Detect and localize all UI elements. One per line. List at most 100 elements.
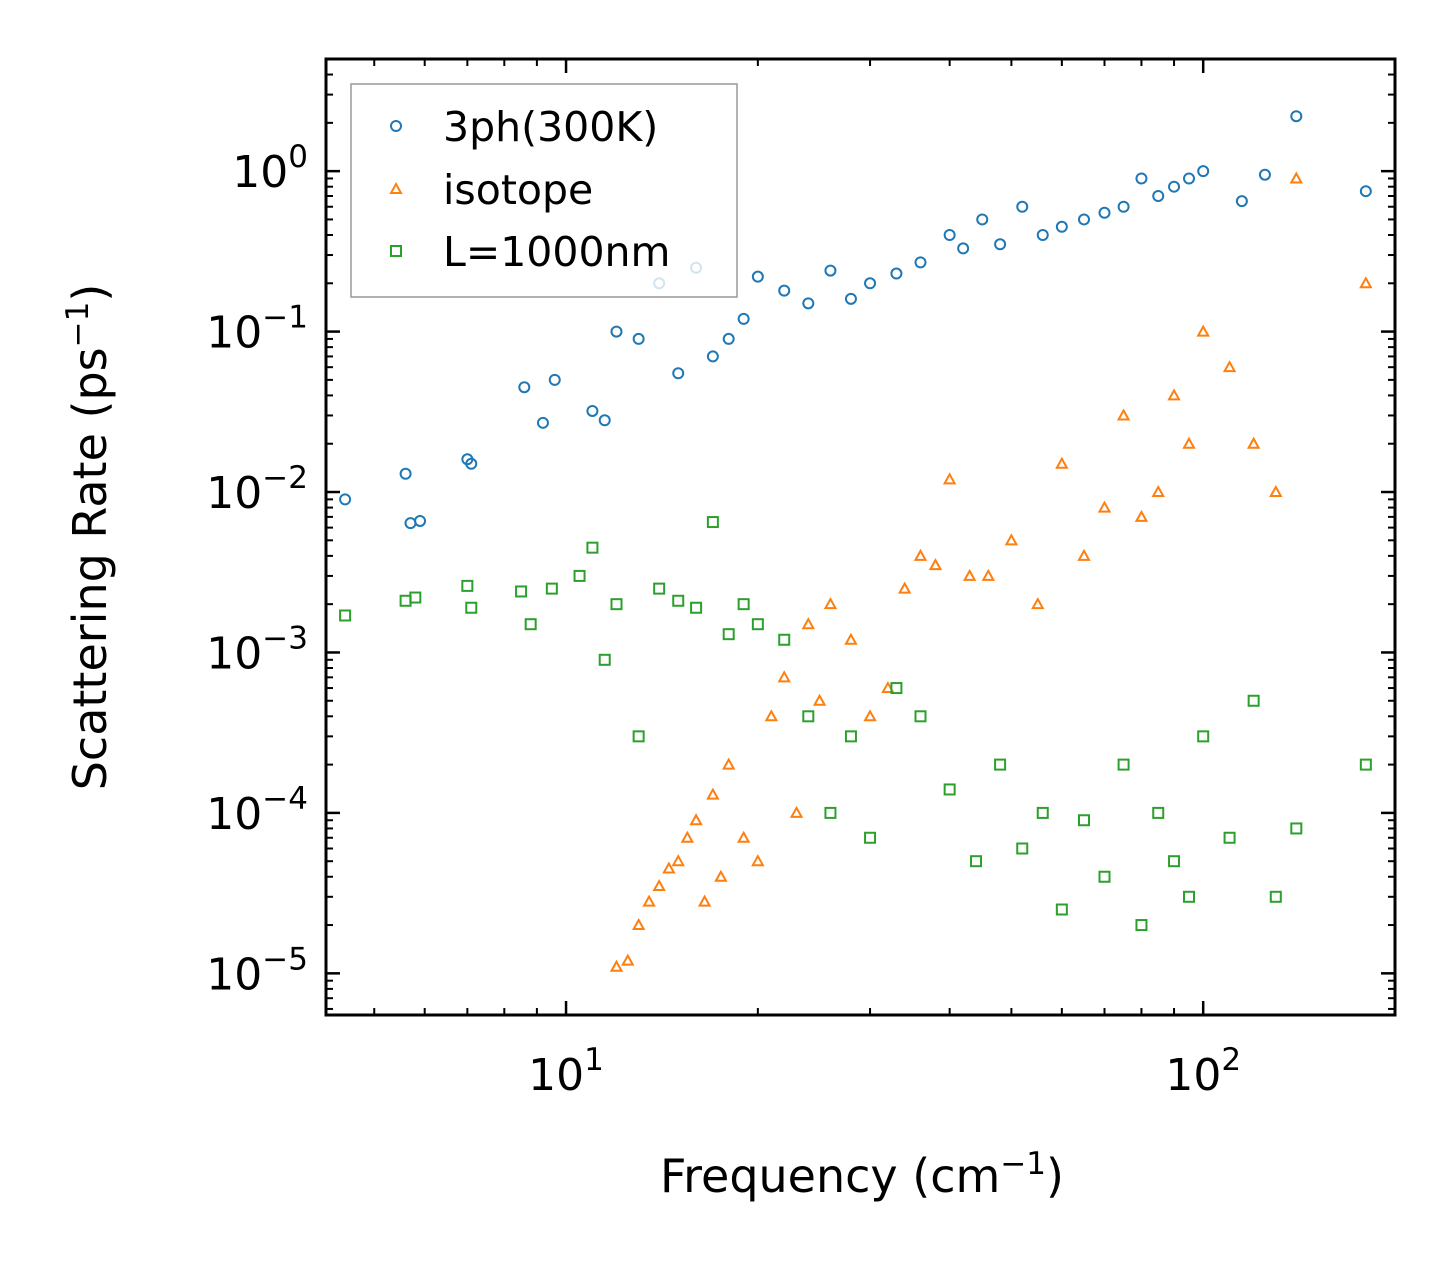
point-l1000nm	[690, 601, 703, 614]
point-l1000nm	[994, 758, 1007, 771]
point-3ph	[802, 297, 815, 310]
point-isotope	[736, 830, 751, 843]
point-isotope	[1097, 500, 1112, 513]
point-isotope	[789, 805, 804, 818]
point-3ph	[1016, 200, 1029, 213]
point-3ph	[976, 213, 989, 226]
point-3ph	[722, 332, 735, 345]
point-l1000nm	[844, 730, 857, 743]
point-3ph	[994, 238, 1007, 251]
point-3ph	[737, 312, 750, 325]
point-isotope	[1151, 484, 1165, 498]
point-3ph	[339, 493, 352, 506]
point-l1000nm	[545, 582, 558, 595]
point-isotope	[928, 558, 943, 571]
point-l1000nm	[1135, 919, 1148, 932]
point-3ph	[465, 457, 478, 470]
major-ticks	[326, 59, 1395, 1015]
point-l1000nm	[1183, 890, 1196, 903]
point-isotope	[823, 597, 838, 610]
point-l1000nm	[1098, 870, 1111, 883]
point-l1000nm	[737, 598, 750, 611]
y-tick-label: 100	[232, 139, 308, 198]
y-tick-label: 10−1	[206, 300, 308, 359]
x-axis-label: Frequency (cm−1)	[660, 1146, 1064, 1203]
y-tick-label: 10−4	[206, 781, 308, 840]
point-l1000nm	[672, 594, 685, 607]
point-l1000nm	[1290, 822, 1303, 835]
point-l1000nm	[943, 783, 956, 796]
point-isotope	[1116, 408, 1131, 421]
point-3ph	[1183, 172, 1196, 185]
point-l1000nm	[586, 541, 599, 554]
point-isotope	[913, 548, 928, 561]
point-3ph	[824, 264, 837, 277]
point-3ph	[1235, 195, 1248, 208]
point-isotope	[714, 869, 728, 882]
point-isotope	[671, 854, 685, 867]
point-isotope	[962, 568, 977, 581]
point-3ph	[844, 292, 857, 305]
legend-label-isotope: isotope	[443, 166, 593, 214]
series-square	[339, 516, 1372, 932]
point-isotope	[721, 757, 736, 770]
legend-marker-l1000nm	[390, 245, 402, 257]
point-isotope	[897, 581, 912, 594]
point-3ph	[536, 416, 549, 429]
point-l1000nm	[778, 633, 791, 646]
point-l1000nm	[890, 682, 903, 695]
point-l1000nm	[1117, 758, 1130, 771]
legend-label-3ph: 3ph(300K)	[443, 103, 658, 151]
point-l1000nm	[1036, 806, 1049, 819]
point-3ph	[706, 350, 719, 363]
data-points	[339, 110, 1373, 972]
point-l1000nm	[751, 618, 764, 631]
point-isotope	[942, 472, 957, 485]
point-3ph	[957, 242, 970, 255]
point-3ph	[1152, 189, 1165, 202]
y-tick-label: 10−2	[206, 460, 308, 519]
point-isotope	[680, 830, 695, 843]
point-l1000nm	[706, 516, 719, 529]
point-l1000nm	[1269, 890, 1282, 903]
y-tick-label: 10−3	[206, 620, 308, 679]
point-l1000nm	[1055, 903, 1068, 916]
point-l1000nm	[722, 628, 735, 641]
point-l1000nm	[864, 831, 877, 844]
y-tick-labels: 100 10−1 10−2 10−3 10−4 10−5	[206, 139, 308, 1000]
point-3ph	[1098, 206, 1111, 219]
point-isotope	[652, 878, 666, 892]
point-isotope	[1134, 509, 1149, 522]
x-tick-labels: 101 102	[528, 1042, 1241, 1101]
point-l1000nm	[409, 591, 422, 604]
y-tick-label: 10−5	[206, 941, 308, 1000]
point-3ph	[610, 325, 623, 338]
point-isotope	[1182, 436, 1196, 449]
point-3ph	[586, 404, 599, 417]
point-isotope	[706, 787, 720, 800]
point-3ph	[548, 373, 561, 386]
point-isotope	[1167, 388, 1181, 401]
point-3ph	[632, 332, 645, 345]
plot-frame	[324, 57, 1397, 1017]
legend-marker-isotope	[389, 181, 403, 194]
point-isotope	[631, 917, 646, 931]
point-l1000nm	[914, 710, 927, 723]
point-isotope	[812, 693, 827, 706]
legend-box	[350, 83, 738, 298]
point-isotope	[609, 959, 624, 972]
point-l1000nm	[1016, 842, 1029, 855]
point-3ph	[751, 270, 764, 283]
point-3ph	[1117, 200, 1130, 213]
point-isotope	[642, 894, 656, 907]
legend-marker-3ph	[390, 120, 402, 132]
point-l1000nm	[1359, 758, 1372, 771]
point-3ph	[598, 414, 611, 427]
point-isotope	[697, 894, 712, 907]
point-isotope	[777, 670, 791, 683]
point-isotope	[981, 568, 996, 581]
point-l1000nm	[824, 806, 837, 819]
point-3ph	[1135, 172, 1148, 185]
point-l1000nm	[598, 653, 611, 666]
